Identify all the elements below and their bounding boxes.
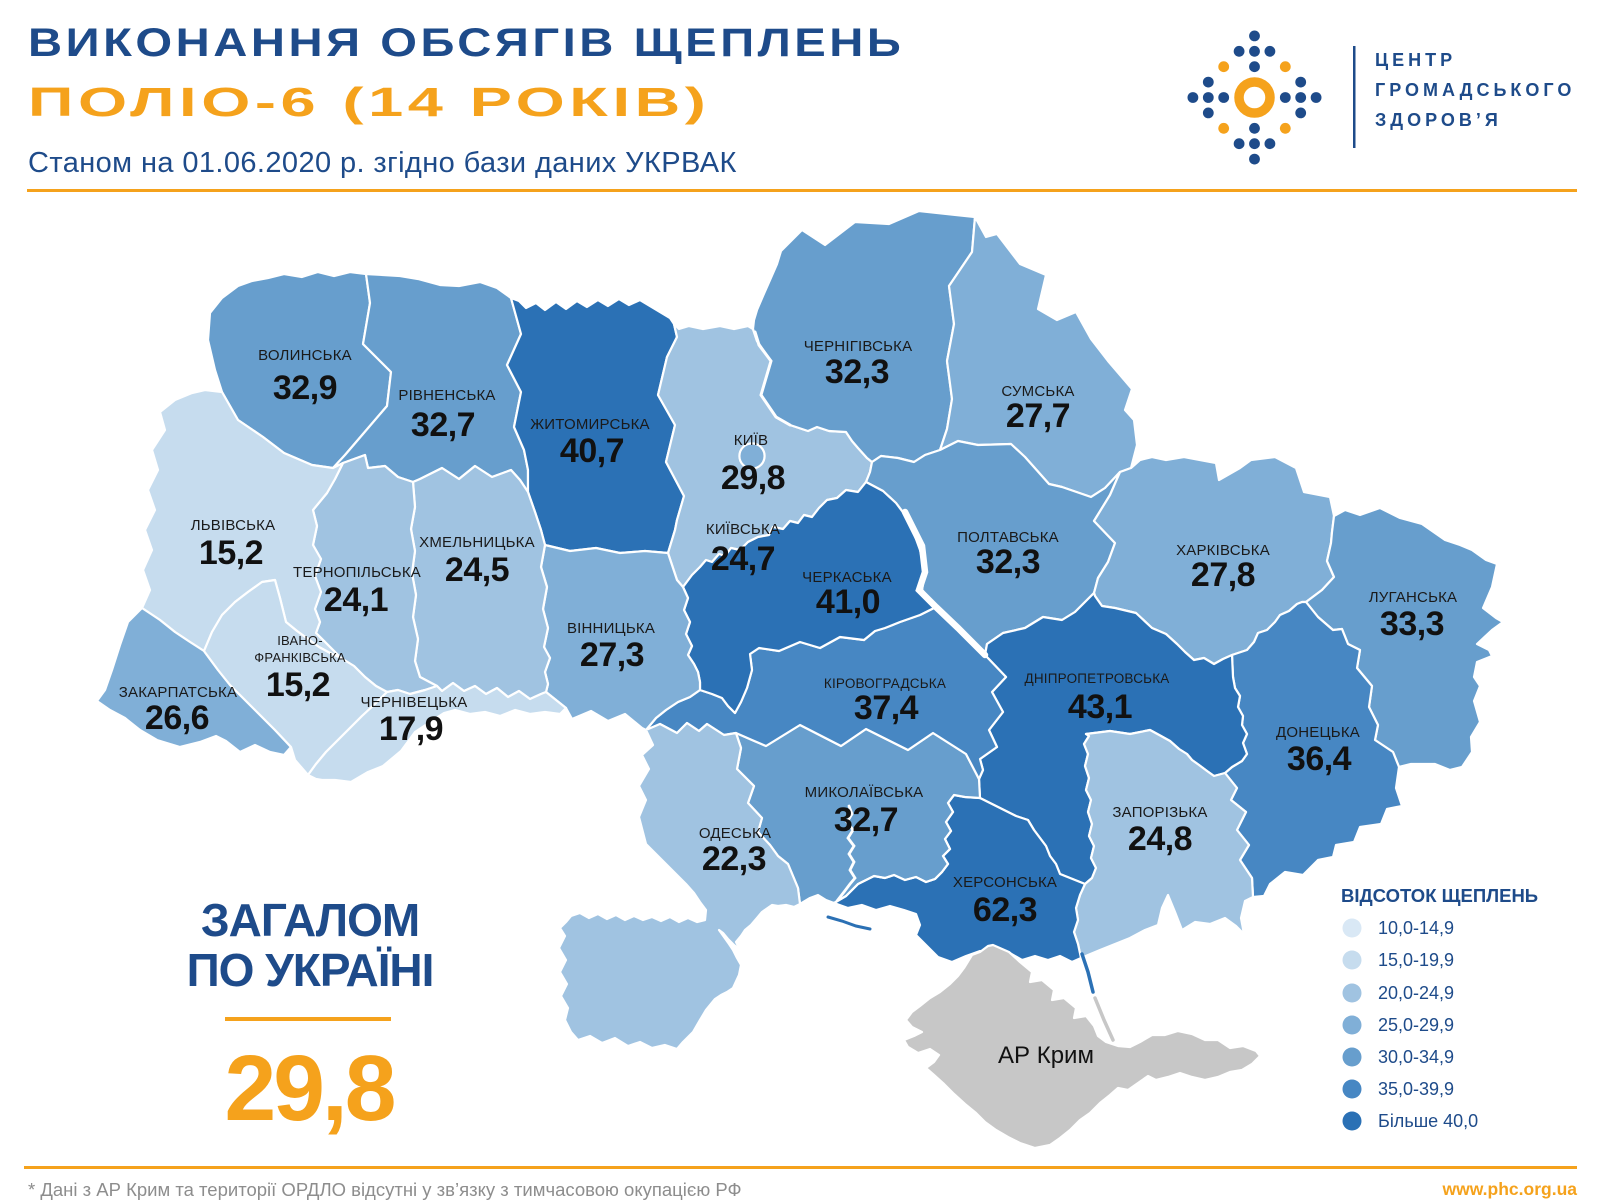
svg-text:ЧЕРКАСЬКА: ЧЕРКАСЬКА (802, 569, 892, 586)
svg-text:15,0-19,9: 15,0-19,9 (1378, 950, 1454, 970)
svg-text:62,3: 62,3 (973, 891, 1037, 929)
svg-text:КІРОВОГРАДСЬКА: КІРОВОГРАДСЬКА (824, 676, 946, 691)
svg-text:27,7: 27,7 (1006, 397, 1070, 435)
svg-text:Більше 40,0: Більше 40,0 (1378, 1111, 1478, 1131)
svg-text:ІВАНО-: ІВАНО- (277, 633, 323, 648)
svg-text:27,3: 27,3 (580, 636, 644, 674)
svg-text:ХЕРСОНСЬКА: ХЕРСОНСЬКА (953, 874, 1057, 891)
svg-text:33,3: 33,3 (1380, 605, 1444, 643)
svg-text:24,7: 24,7 (711, 540, 775, 578)
svg-text:ЧЕРНІВЕЦЬКА: ЧЕРНІВЕЦЬКА (361, 694, 468, 711)
svg-text:27,8: 27,8 (1191, 556, 1255, 594)
svg-text:22,3: 22,3 (702, 840, 766, 878)
svg-text:ЗАПОРІЗЬКА: ЗАПОРІЗЬКА (1112, 804, 1207, 821)
svg-text:ЦЕНТР: ЦЕНТР (1375, 50, 1456, 70)
svg-text:32,7: 32,7 (834, 801, 898, 839)
svg-text:ПОЛТАВСЬКА: ПОЛТАВСЬКА (957, 529, 1059, 546)
svg-text:15,2: 15,2 (266, 666, 330, 704)
svg-text:24,5: 24,5 (445, 551, 509, 589)
svg-text:32,7: 32,7 (411, 406, 475, 444)
svg-text:* Дані з АР Крим та території: * Дані з АР Крим та території ОРДЛО відс… (28, 1179, 742, 1200)
svg-text:32,3: 32,3 (976, 543, 1040, 581)
svg-text:ЛЬВІВСЬКА: ЛЬВІВСЬКА (191, 517, 276, 534)
svg-text:36,4: 36,4 (1287, 740, 1352, 778)
svg-text:43,1: 43,1 (1068, 688, 1132, 726)
svg-text:26,6: 26,6 (145, 699, 209, 737)
svg-text:ДОНЕЦЬКА: ДОНЕЦЬКА (1276, 724, 1360, 741)
svg-text:ФРАНКІВСЬКА: ФРАНКІВСЬКА (254, 650, 346, 665)
svg-text:СУМСЬКА: СУМСЬКА (1001, 383, 1074, 400)
svg-text:ПО УКРАЇНІ: ПО УКРАЇНІ (187, 944, 434, 996)
svg-text:32,3: 32,3 (825, 353, 889, 391)
svg-text:ВИКОНАННЯ ОБСЯГІВ ЩЕПЛЕНЬ: ВИКОНАННЯ ОБСЯГІВ ЩЕПЛЕНЬ (28, 20, 904, 65)
svg-text:ХМЕЛЬНИЦЬКА: ХМЕЛЬНИЦЬКА (419, 534, 535, 551)
svg-text:41,0: 41,0 (816, 583, 880, 621)
svg-text:Станом на 01.06.2020 р. згідно: Станом на 01.06.2020 р. згідно бази дани… (28, 147, 737, 179)
svg-text:КИЇВСЬКА: КИЇВСЬКА (706, 521, 780, 538)
svg-text:25,0-29,9: 25,0-29,9 (1378, 1015, 1454, 1035)
svg-text:20,0-24,9: 20,0-24,9 (1378, 983, 1454, 1003)
svg-text:www.phc.org.ua: www.phc.org.ua (1442, 1179, 1578, 1199)
svg-text:35,0-39,9: 35,0-39,9 (1378, 1079, 1454, 1099)
svg-text:ПОЛІО-6 (14 РОКІВ): ПОЛІО-6 (14 РОКІВ) (28, 80, 710, 125)
svg-text:ЗАКАРПАТСЬКА: ЗАКАРПАТСЬКА (119, 684, 237, 701)
svg-text:ЧЕРНІГІВСЬКА: ЧЕРНІГІВСЬКА (804, 338, 913, 355)
svg-text:ВОЛИНСЬКА: ВОЛИНСЬКА (258, 347, 352, 364)
svg-text:17,9: 17,9 (379, 710, 443, 748)
svg-text:КИЇВ: КИЇВ (734, 432, 769, 449)
svg-text:ДНІПРОПЕТРОВСЬКА: ДНІПРОПЕТРОВСЬКА (1025, 671, 1170, 686)
svg-text:24,1: 24,1 (324, 581, 388, 619)
svg-text:ТЕРНОПІЛЬСЬКА: ТЕРНОПІЛЬСЬКА (293, 564, 421, 581)
svg-text:10,0-14,9: 10,0-14,9 (1378, 918, 1454, 938)
svg-text:40,7: 40,7 (560, 432, 624, 470)
svg-text:ГРОМАДСЬКОГО: ГРОМАДСЬКОГО (1375, 80, 1575, 100)
svg-text:ВІДСОТОК ЩЕПЛЕНЬ: ВІДСОТОК ЩЕПЛЕНЬ (1341, 885, 1538, 906)
svg-text:37,4: 37,4 (854, 689, 919, 727)
svg-text:ВІННИЦЬКА: ВІННИЦЬКА (567, 620, 655, 637)
svg-text:РІВНЕНСЬКА: РІВНЕНСЬКА (398, 387, 495, 404)
svg-text:30,0-34,9: 30,0-34,9 (1378, 1047, 1454, 1067)
svg-text:МИКОЛАЇВСЬКА: МИКОЛАЇВСЬКА (805, 784, 924, 801)
svg-text:ХАРКІВСЬКА: ХАРКІВСЬКА (1176, 542, 1270, 559)
svg-text:29,8: 29,8 (721, 459, 785, 497)
svg-text:ЗАГАЛОМ: ЗАГАЛОМ (201, 894, 419, 946)
svg-text:24,8: 24,8 (1128, 820, 1192, 858)
svg-text:ЗДОРОВ’Я: ЗДОРОВ’Я (1375, 110, 1502, 130)
svg-text:29,8: 29,8 (224, 1036, 393, 1140)
svg-text:ОДЕСЬКА: ОДЕСЬКА (699, 825, 771, 842)
svg-text:15,2: 15,2 (199, 534, 263, 572)
svg-text:АР Крим: АР Крим (998, 1042, 1094, 1069)
svg-text:ЛУГАНСЬКА: ЛУГАНСЬКА (1369, 589, 1458, 606)
svg-text:ЖИТОМИРСЬКА: ЖИТОМИРСЬКА (530, 416, 650, 433)
svg-text:32,9: 32,9 (273, 369, 337, 407)
